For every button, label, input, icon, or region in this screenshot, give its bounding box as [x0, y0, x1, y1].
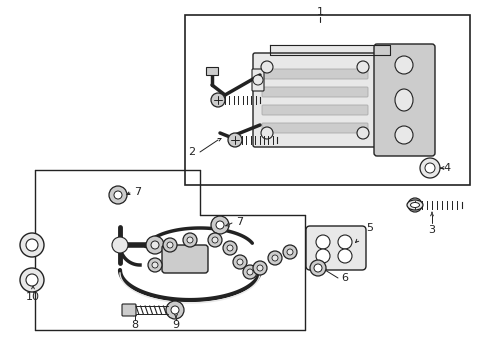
- Circle shape: [228, 133, 242, 147]
- Ellipse shape: [395, 89, 413, 111]
- Circle shape: [268, 251, 282, 265]
- Circle shape: [151, 241, 159, 249]
- FancyBboxPatch shape: [262, 87, 368, 97]
- Circle shape: [208, 233, 222, 247]
- Circle shape: [257, 265, 263, 271]
- Circle shape: [253, 261, 267, 275]
- FancyBboxPatch shape: [262, 123, 368, 133]
- Text: 2: 2: [189, 147, 196, 157]
- Ellipse shape: [411, 202, 419, 207]
- Text: 9: 9: [172, 320, 179, 330]
- Circle shape: [211, 93, 225, 107]
- Circle shape: [247, 269, 253, 275]
- FancyBboxPatch shape: [252, 69, 264, 91]
- Circle shape: [26, 239, 38, 251]
- Circle shape: [425, 163, 435, 173]
- Circle shape: [338, 249, 352, 263]
- Circle shape: [261, 127, 273, 139]
- Circle shape: [316, 235, 330, 249]
- Text: 5: 5: [367, 223, 373, 233]
- Circle shape: [212, 237, 218, 243]
- Circle shape: [338, 235, 352, 249]
- Circle shape: [152, 262, 158, 268]
- Circle shape: [287, 249, 293, 255]
- Circle shape: [237, 259, 243, 265]
- Circle shape: [357, 127, 369, 139]
- Circle shape: [20, 268, 44, 292]
- FancyBboxPatch shape: [262, 105, 368, 115]
- Circle shape: [283, 245, 297, 259]
- Circle shape: [395, 56, 413, 74]
- Text: 8: 8: [131, 320, 139, 330]
- Circle shape: [243, 265, 257, 279]
- Circle shape: [171, 306, 179, 314]
- FancyBboxPatch shape: [374, 44, 435, 156]
- Circle shape: [420, 158, 440, 178]
- Circle shape: [261, 61, 273, 73]
- Circle shape: [148, 258, 162, 272]
- Circle shape: [109, 186, 127, 204]
- Text: 10: 10: [26, 292, 40, 302]
- Circle shape: [216, 221, 224, 229]
- Circle shape: [395, 126, 413, 144]
- Circle shape: [357, 61, 369, 73]
- Circle shape: [114, 191, 122, 199]
- Circle shape: [227, 245, 233, 251]
- FancyBboxPatch shape: [122, 304, 136, 316]
- Text: 4: 4: [443, 163, 451, 173]
- Circle shape: [314, 264, 322, 272]
- Circle shape: [20, 233, 44, 257]
- Circle shape: [167, 242, 173, 248]
- Circle shape: [183, 233, 197, 247]
- Bar: [185, 15, 470, 185]
- Circle shape: [211, 216, 229, 234]
- Ellipse shape: [407, 200, 423, 210]
- FancyBboxPatch shape: [162, 245, 208, 273]
- FancyBboxPatch shape: [306, 226, 366, 270]
- Circle shape: [112, 237, 128, 253]
- Circle shape: [187, 237, 193, 243]
- Circle shape: [163, 238, 177, 252]
- FancyBboxPatch shape: [262, 69, 368, 79]
- Text: 7: 7: [134, 187, 142, 197]
- Circle shape: [223, 241, 237, 255]
- Circle shape: [272, 255, 278, 261]
- Circle shape: [408, 198, 422, 212]
- Circle shape: [146, 236, 164, 254]
- Text: 1: 1: [317, 7, 323, 17]
- Circle shape: [316, 249, 330, 263]
- Text: 7: 7: [237, 217, 244, 227]
- Text: 6: 6: [342, 273, 348, 283]
- Circle shape: [310, 260, 326, 276]
- Circle shape: [166, 301, 184, 319]
- Bar: [206, 67, 218, 75]
- Circle shape: [253, 75, 263, 85]
- Polygon shape: [270, 45, 390, 55]
- FancyBboxPatch shape: [253, 53, 377, 147]
- Circle shape: [26, 274, 38, 286]
- Circle shape: [233, 255, 247, 269]
- Text: 3: 3: [428, 225, 436, 235]
